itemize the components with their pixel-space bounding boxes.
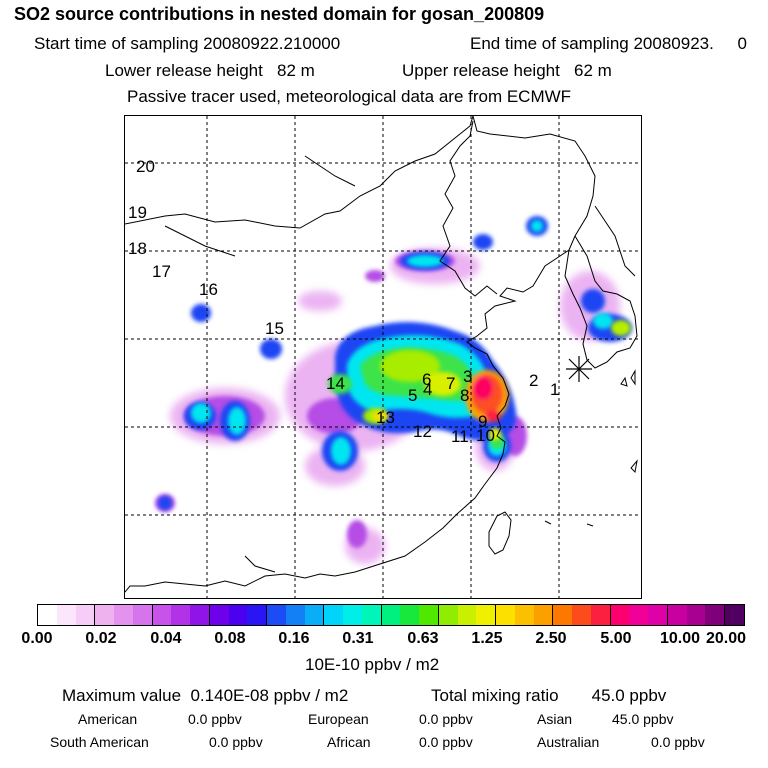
colorbar-swatch	[285, 605, 305, 625]
colorbar-tick: 5.00	[600, 630, 632, 647]
source-label-19: 19	[128, 203, 147, 222]
colorbar-swatch	[190, 605, 210, 625]
source-label-9: 9	[478, 412, 488, 431]
source-label-12: 12	[413, 422, 432, 441]
source-label-15: 15	[265, 319, 284, 338]
star-marker-icon	[566, 356, 592, 382]
american-label: American	[78, 711, 138, 727]
source-label-4: 4	[423, 380, 433, 399]
colorbar-swatch	[514, 605, 534, 625]
asian-label: Asian	[537, 711, 573, 727]
australian-label: Australian	[537, 734, 600, 750]
colorbar-swatch	[324, 605, 343, 625]
source-label-7: 7	[446, 374, 456, 393]
colorbar-tick: 0.04	[150, 630, 182, 647]
australian-value: 0.0 ppbv	[651, 734, 705, 750]
colorbar-swatch	[304, 605, 325, 625]
colorbar-swatch	[590, 605, 611, 625]
colorbar-swatch	[438, 605, 458, 625]
lower-release-height-label: Lower release height 82 m	[105, 61, 315, 80]
colorbar-swatch	[132, 605, 153, 625]
source-label-1: 1	[550, 380, 560, 399]
colorbar-tick: 10.00	[659, 630, 701, 647]
european-value: 0.0 ppbv	[419, 711, 473, 727]
colorbar-swatch	[400, 605, 419, 625]
lat-lon-grid	[125, 116, 641, 598]
source-label-10: 10	[476, 426, 495, 445]
end-time-label: End time of sampling 20080923. 0	[470, 34, 747, 53]
colorbar-swatch	[381, 605, 401, 625]
source-label-20: 20	[136, 157, 155, 176]
colorbar-swatch	[343, 605, 362, 625]
upper-release-height-label: Upper release height 62 m	[402, 61, 612, 80]
start-time-label: Start time of sampling 20080922.210000	[34, 34, 341, 53]
colorbar-swatch	[705, 605, 725, 625]
colorbar-swatch	[114, 605, 133, 625]
colorbar-swatch	[38, 605, 57, 625]
colorbar-swatch	[629, 605, 648, 625]
south-american-value: 0.0 ppbv	[209, 734, 263, 750]
colorbar-tick: 20.00	[705, 630, 747, 647]
total-mixing-ratio-label: Total mixing ratio 45.0 ppbv	[431, 686, 667, 705]
colorbar-tick: 0.63	[407, 630, 439, 647]
coastline	[125, 116, 638, 593]
colorbar-swatch	[553, 605, 572, 625]
source-label-6: 6	[422, 370, 432, 389]
colorbar-swatch	[228, 605, 248, 625]
colorbar-swatch	[361, 605, 382, 625]
source-label-17: 17	[152, 262, 171, 281]
source-label-16: 16	[199, 280, 218, 299]
colorbar-swatch	[247, 605, 267, 625]
colorbar-tick: 0.08	[214, 630, 246, 647]
colorbar-swatch	[648, 605, 668, 625]
colorbar-swatch	[457, 605, 477, 625]
colorbar-swatch	[725, 605, 744, 625]
colorbar-tick: 0.31	[342, 630, 374, 647]
colorbar-swatch	[667, 605, 687, 625]
colorbar-tick: 0.02	[85, 630, 117, 647]
colorbar-swatch	[572, 605, 591, 625]
colorbar-swatch	[267, 605, 286, 625]
tracer-info-label: Passive tracer used, meteorological data…	[127, 87, 572, 106]
european-label: European	[308, 711, 369, 727]
african-value: 0.0 ppbv	[419, 734, 473, 750]
colorbar-tick: 1.25	[471, 630, 503, 647]
colorbar-swatch	[419, 605, 439, 625]
colorbar-swatch	[152, 605, 172, 625]
colorbar-swatch	[610, 605, 630, 625]
south-american-label: South American	[50, 734, 149, 750]
american-value: 0.0 ppbv	[188, 711, 242, 727]
colorbar-swatch	[171, 605, 190, 625]
map-canvas	[125, 116, 641, 598]
source-label-5: 5	[408, 386, 418, 405]
colorbar-swatch	[56, 605, 76, 625]
african-label: African	[327, 734, 371, 750]
colorbar-swatch	[476, 605, 496, 625]
source-label-11: 11	[451, 427, 469, 446]
colorbar-tick: 0.16	[278, 630, 310, 647]
concentration-field	[155, 216, 632, 564]
colorbar-swatch	[496, 605, 515, 625]
colorbar-swatch	[533, 605, 554, 625]
colorbar-swatch	[95, 605, 114, 625]
asian-value: 45.0 ppbv	[612, 711, 674, 727]
colorbar-swatch	[75, 605, 96, 625]
source-label-8: 8	[460, 386, 470, 405]
colorbar-tick: 0.00	[21, 630, 53, 647]
colorbar-swatch	[209, 605, 229, 625]
source-label-14: 14	[326, 374, 345, 393]
source-label-18: 18	[128, 239, 147, 258]
source-label-13: 13	[376, 408, 395, 427]
colorbar	[37, 604, 745, 626]
source-contribution-map: 1 2 3 4 5 6 7 8 9 10 11 12 13 14 15 16 1…	[124, 115, 642, 599]
source-label-2: 2	[529, 371, 539, 390]
colorbar-unit-label: 10E-10 ppbv / m2	[305, 655, 440, 674]
colorbar-swatch	[686, 605, 706, 625]
page-title: SO2 source contributions in nested domai…	[14, 4, 545, 24]
colorbar-tick: 2.50	[535, 630, 567, 647]
maximum-value-label: Maximum value 0.140E-08 ppbv / m2	[62, 686, 349, 705]
source-label-3: 3	[463, 367, 473, 386]
